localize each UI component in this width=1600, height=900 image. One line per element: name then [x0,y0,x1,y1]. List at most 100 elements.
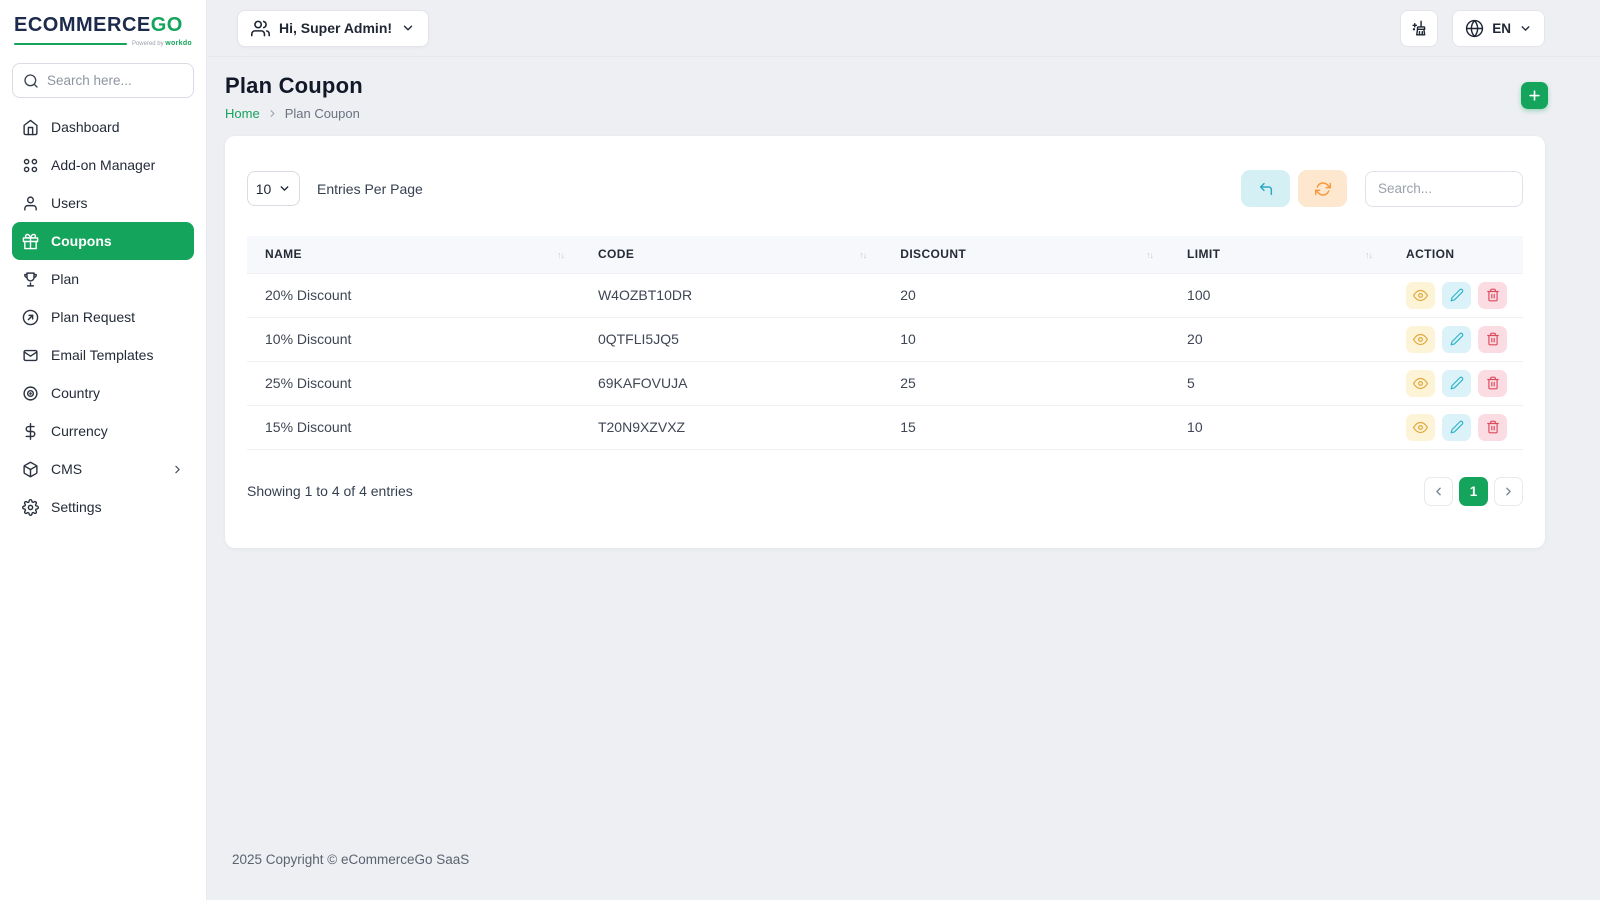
view-button[interactable] [1406,325,1435,353]
sidebar-search[interactable] [12,63,194,98]
table-row: 10% Discount 0QTFLI5JQ5 10 20 [247,317,1523,362]
edit-button[interactable] [1442,281,1471,309]
refresh-button[interactable] [1298,170,1347,207]
column-header-discount[interactable]: DISCOUNT [882,236,1170,273]
cell-name: 10% Discount [247,317,580,362]
sidebar-item-label: Country [51,385,101,401]
copyright-text: 2025 Copyright © eCommerceGo SaaS [232,852,470,867]
column-header-limit[interactable]: LIMIT [1169,236,1388,273]
breadcrumb-current: Plan Coupon [284,106,360,121]
home-icon [22,119,39,136]
entries-per-page-select[interactable]: 10 [247,171,300,206]
trash-icon [1486,332,1500,346]
pencil-icon [1450,420,1464,434]
entries-summary: Showing 1 to 4 of 4 entries [247,483,413,499]
cell-code: W4OZBT10DR [579,272,883,318]
search-icon [23,73,39,89]
cell-limit: 100 [1169,272,1388,318]
view-button[interactable] [1406,413,1435,441]
pagination-prev-button[interactable] [1424,476,1453,506]
view-button[interactable] [1406,369,1435,397]
user-menu-button[interactable]: Hi, Super Admin! [237,9,430,47]
add-coupon-button[interactable] [1521,82,1548,109]
sidebar-item-plan[interactable]: Plan [12,260,194,298]
sidebar-item-label: Plan [51,271,80,287]
sidebar-item-label: Users [51,195,88,211]
sidebar-item-users[interactable]: Users [12,184,194,222]
edit-button[interactable] [1442,325,1471,353]
refresh-icon [1314,181,1331,197]
table-row: 20% Discount W4OZBT10DR 20 100 [247,272,1523,318]
arrow-up-right-circle-icon [22,309,39,326]
pagination-page-1[interactable]: 1 [1459,476,1488,506]
sidebar-search-input[interactable] [47,73,183,88]
sidebar-item-label: CMS [51,461,83,477]
cell-limit: 20 [1169,317,1388,362]
view-button[interactable] [1406,281,1435,309]
edit-button[interactable] [1442,413,1471,441]
table-row: 25% Discount 69KAFOVUJA 25 5 [247,361,1523,406]
delete-button[interactable] [1478,369,1507,397]
table-footer: Showing 1 to 4 of 4 entries 1 [247,476,1523,506]
sort-icon [557,247,564,261]
plus-icon [1527,88,1542,103]
dollar-icon [22,422,39,440]
brand-name: ECOMMERCE [14,14,151,36]
trash-icon [1486,288,1500,302]
table-search-input[interactable] [1365,170,1523,207]
sidebar-item-label: Settings [51,499,102,515]
sidebar: ECOMMERCEGO Powered by workdo Dashboard … [0,0,207,900]
clear-cache-button[interactable] [1400,9,1439,47]
user-icon [22,195,39,212]
cell-discount: 25 [882,361,1170,406]
language-label: EN [1492,20,1511,36]
sidebar-item-country[interactable]: Country [12,374,194,412]
trophy-icon [22,271,39,288]
gift-icon [22,233,39,250]
chevron-right-icon [1502,485,1515,498]
eye-icon [1413,332,1428,347]
page-header: Plan Coupon Home Plan Coupon [207,57,1600,121]
sidebar-item-label: Email Templates [51,347,154,363]
language-selector[interactable]: EN [1452,9,1545,47]
breadcrumb-home-link[interactable]: Home [225,106,260,121]
sidebar-item-cms[interactable]: CMS [12,450,194,488]
pagination-next-button[interactable] [1494,476,1523,506]
sidebar-item-addon-manager[interactable]: Add-on Manager [12,146,194,184]
undo-button[interactable] [1241,170,1290,207]
sidebar-item-currency[interactable]: Currency [12,412,194,450]
edit-button[interactable] [1442,369,1471,397]
column-header-name[interactable]: NAME [247,236,580,273]
sort-icon [859,247,866,261]
greeting-label: Hi, Super Admin! [279,20,393,36]
logo-underline [14,42,127,45]
sidebar-item-plan-request[interactable]: Plan Request [12,298,194,336]
coupon-table-card: 10 Entries Per Page NAME CODE DISCOUNT [225,136,1545,548]
chevron-down-icon [278,182,291,195]
sidebar-item-dashboard[interactable]: Dashboard [12,108,194,146]
delete-button[interactable] [1478,413,1507,441]
brand-logo[interactable]: ECOMMERCEGO Powered by workdo [0,0,206,47]
pencil-icon [1450,288,1464,302]
undo-icon [1258,181,1274,197]
topbar: Hi, Super Admin! EN [207,0,1600,57]
brand-name-accent: GO [150,14,183,36]
chevron-down-icon [401,21,415,35]
sidebar-item-coupons[interactable]: Coupons [12,222,194,260]
entries-per-page-value: 10 [255,180,272,197]
sidebar-item-settings[interactable]: Settings [12,488,194,526]
powered-by-label: Powered by [131,41,164,47]
sidebar-nav: Dashboard Add-on Manager Users Coupons P… [0,108,206,526]
cell-name: 25% Discount [247,361,580,406]
sidebar-item-email-templates[interactable]: Email Templates [12,336,194,374]
cell-code: T20N9XZVXZ [579,405,883,450]
delete-button[interactable] [1478,325,1507,353]
delete-button[interactable] [1478,281,1507,309]
sort-icon [1146,247,1153,261]
cell-code: 69KAFOVUJA [579,361,883,406]
eye-icon [1413,288,1428,303]
cell-name: 20% Discount [247,272,580,318]
sidebar-item-label: Add-on Manager [51,157,156,173]
sort-icon [1365,247,1372,261]
column-header-code[interactable]: CODE [579,236,883,273]
